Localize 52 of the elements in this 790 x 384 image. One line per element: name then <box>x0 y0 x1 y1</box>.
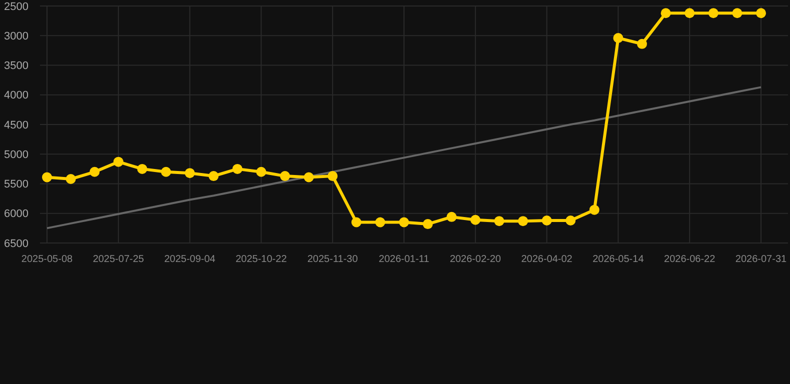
point <box>518 216 528 226</box>
point <box>494 216 504 226</box>
point <box>422 219 433 230</box>
point <box>708 8 718 18</box>
x-tick-label: 2026-04-02 <box>521 254 573 265</box>
point <box>208 171 219 182</box>
x-tick-label: 2026-07-31 <box>735 254 788 265</box>
x-tick-label: 2025-11-30 <box>307 254 358 265</box>
x-tick-label: 2026-05-14 <box>592 254 644 265</box>
point <box>399 217 409 228</box>
x-tick-label: 2026-06-22 <box>664 254 716 265</box>
point <box>328 171 338 182</box>
x-tick-label: 2025-09-04 <box>164 254 216 265</box>
point <box>304 172 314 182</box>
point <box>756 8 766 18</box>
point <box>256 166 266 177</box>
point <box>613 32 624 43</box>
point <box>351 217 362 228</box>
y-tick-label: 2500 <box>4 0 28 13</box>
y-tick-label: 6000 <box>4 208 28 220</box>
x-tick-label: 2025-07-25 <box>92 254 144 265</box>
point <box>684 8 695 18</box>
y-tick-label: 3000 <box>4 30 28 42</box>
point <box>566 215 576 226</box>
point <box>232 164 242 174</box>
point <box>470 214 480 225</box>
point <box>90 166 100 177</box>
x-tick-label: 2026-01-11 <box>378 254 430 265</box>
y-tick-label: 5000 <box>4 148 28 161</box>
y-tick-label: 3500 <box>4 60 28 72</box>
point <box>137 164 148 174</box>
point <box>542 215 552 226</box>
y-tick-label: 4500 <box>4 119 28 132</box>
point <box>637 38 647 49</box>
point <box>375 217 386 228</box>
point <box>184 168 195 178</box>
x-tick-label: 2026-02-20 <box>450 254 502 265</box>
point <box>113 156 124 167</box>
point <box>66 174 76 184</box>
point <box>589 204 600 215</box>
point <box>161 166 171 177</box>
point <box>732 8 742 18</box>
y-tick-label: 5500 <box>4 178 28 191</box>
x-tick-label: 2025-10-22 <box>236 254 288 265</box>
y-tick-label: 4000 <box>4 90 28 102</box>
point <box>660 8 671 18</box>
y-tick-label: 6500 <box>4 238 28 250</box>
x-tick-label: 2025-05-08 <box>21 254 74 265</box>
point <box>42 172 52 182</box>
line-series <box>46 86 762 230</box>
point <box>280 171 290 182</box>
point <box>446 212 457 222</box>
